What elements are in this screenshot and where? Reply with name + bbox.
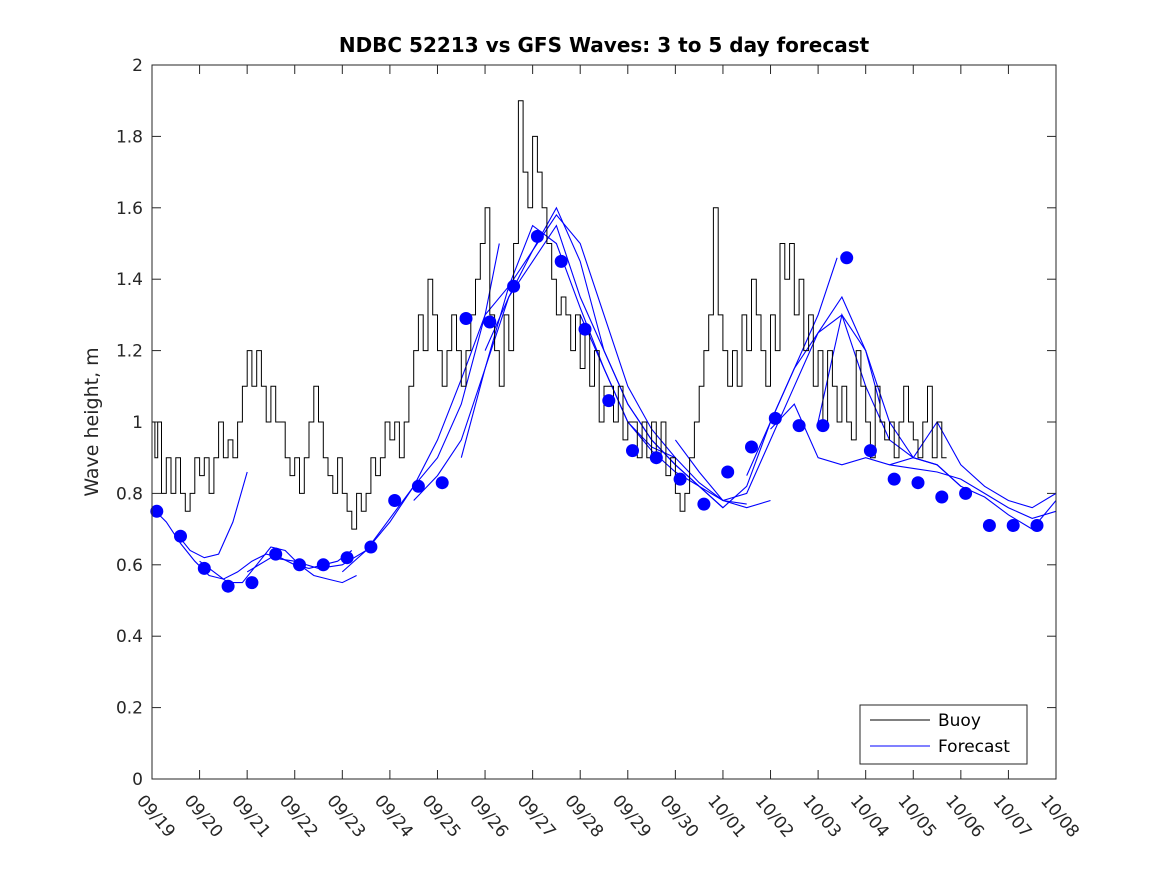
y-tick-label: 1 — [132, 413, 143, 433]
legend-forecast-label: Forecast — [938, 737, 1010, 757]
forecast-point — [197, 561, 211, 575]
forecast-point — [982, 519, 996, 532]
forecast-point — [768, 411, 782, 425]
y-tick-label: 0.4 — [116, 627, 143, 647]
forecast-point — [245, 576, 259, 590]
y-tick-label: 2 — [132, 56, 143, 76]
buoy-line — [152, 100, 947, 530]
forecast-point — [911, 476, 925, 490]
y-tick-label: 0.6 — [116, 556, 143, 576]
forecast-run-line — [817, 312, 1057, 530]
forecast-point — [863, 444, 877, 458]
forecast-point — [578, 322, 592, 336]
forecast-point — [269, 547, 283, 561]
forecast-point — [221, 579, 235, 593]
forecast-point — [721, 465, 735, 479]
forecast-point — [673, 472, 687, 486]
forecast-point — [340, 551, 354, 565]
plot-frame — [151, 64, 1057, 780]
forecast-point — [626, 444, 639, 458]
y-tick-label: 0.8 — [116, 484, 143, 504]
forecast-point — [816, 419, 830, 433]
forecast-point — [1006, 519, 1020, 532]
forecast-run-line — [889, 420, 1057, 509]
y-tick-label: 1.8 — [116, 127, 143, 147]
chart-title: NDBC 52213 vs GFS Waves: 3 to 5 day fore… — [339, 33, 870, 57]
forecast-point — [840, 251, 854, 265]
forecast-point — [388, 494, 402, 507]
y-tick-label: 1.2 — [116, 342, 143, 362]
forecast-point — [935, 490, 949, 504]
forecast-point — [649, 451, 663, 465]
forecast-point — [174, 529, 187, 543]
forecast-point — [887, 472, 901, 486]
forecast-point — [316, 558, 330, 572]
forecast-point — [959, 486, 973, 500]
legend-box — [859, 704, 1028, 765]
forecast-point — [697, 497, 711, 511]
forecast-point — [150, 504, 164, 518]
forecast-point — [745, 440, 758, 454]
forecast-point — [554, 254, 568, 268]
forecast-point — [483, 315, 497, 329]
y-tick-label: 1.6 — [116, 199, 143, 219]
forecast-point — [507, 279, 521, 293]
forecast-point — [792, 419, 806, 433]
legend-buoy-label: Buoy — [938, 711, 981, 731]
forecast-run-line — [175, 471, 248, 559]
forecast-point — [530, 229, 544, 243]
forecast-point — [602, 394, 616, 408]
y-tick-label: 0.2 — [116, 699, 143, 719]
y-axis-ticks: 0 0.2 0.4 0.6 0.8 1 1.2 1.4 1.6 1.8 2 — [116, 56, 1056, 790]
forecast-point — [459, 312, 473, 325]
forecast-run-line — [246, 243, 500, 573]
forecast-point — [293, 558, 306, 572]
forecast-point — [435, 476, 449, 490]
legend: Buoy Forecast — [859, 704, 1028, 765]
forecast-dots — [150, 229, 1044, 593]
forecast-point — [411, 479, 425, 493]
buoy-series-line — [152, 100, 947, 530]
y-axis-label: Wave height, m — [81, 347, 103, 496]
y-tick-label: 0 — [132, 770, 143, 790]
forecast-point — [1030, 519, 1044, 532]
forecast-run-line — [746, 257, 838, 476]
forecast-point — [364, 540, 378, 554]
y-tick-label: 1.4 — [116, 270, 143, 290]
forecast-run-line — [770, 403, 1057, 519]
